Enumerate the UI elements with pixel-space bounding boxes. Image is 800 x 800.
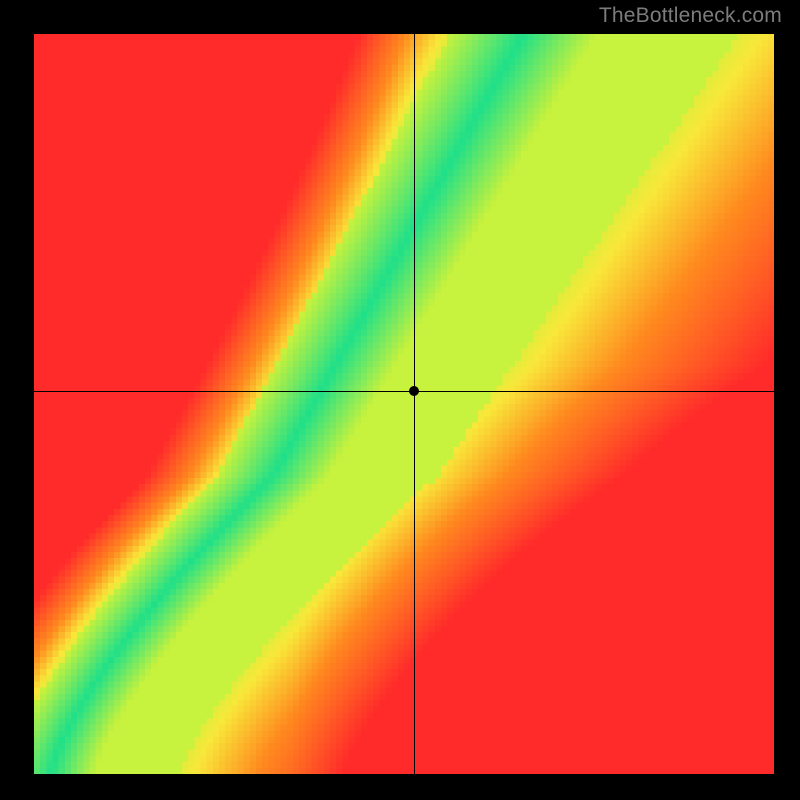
heatmap-plot bbox=[34, 34, 774, 774]
crosshair-vertical bbox=[414, 34, 415, 774]
heatmap-canvas bbox=[34, 34, 774, 774]
watermark-label: TheBottleneck.com bbox=[599, 4, 782, 28]
crosshair-marker bbox=[409, 386, 419, 396]
crosshair-horizontal bbox=[34, 391, 774, 392]
